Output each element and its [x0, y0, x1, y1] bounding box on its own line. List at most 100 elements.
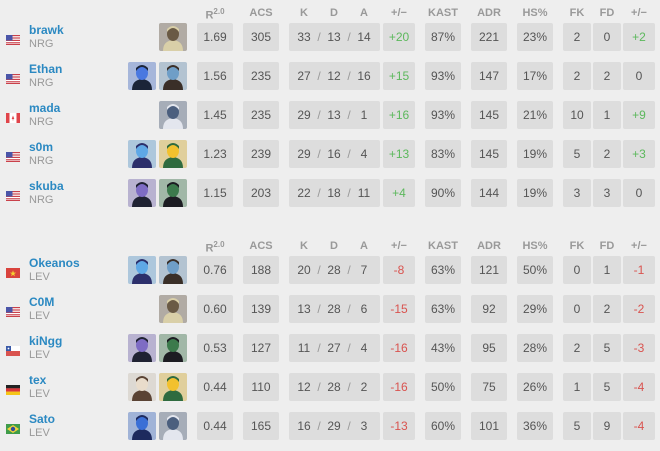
agent-jett-icon: [159, 101, 187, 129]
stat-kast: 83%: [425, 140, 461, 168]
header-hs[interactable]: HS%: [522, 240, 548, 252]
header-k[interactable]: K: [300, 7, 308, 19]
stat-k: 33: [297, 30, 311, 44]
stat-a: 4: [360, 147, 368, 161]
header-adr[interactable]: ADR: [477, 240, 501, 252]
slash: /: [317, 419, 321, 433]
stat-adr: 145: [471, 140, 507, 168]
stat-adr: 145: [471, 101, 507, 129]
stat-a: 4: [360, 341, 368, 355]
header-k[interactable]: K: [300, 240, 308, 252]
stat-fd: 5: [593, 373, 621, 401]
player-team: LEV: [29, 388, 50, 400]
player-team: NRG: [29, 155, 54, 167]
header-adr[interactable]: ADR: [477, 7, 501, 19]
player-name-link[interactable]: s0m: [29, 140, 54, 154]
player-team: LEV: [29, 271, 50, 283]
player-name-link[interactable]: Okeanos: [29, 256, 80, 270]
header-rating[interactable]: R2.0: [205, 240, 225, 255]
agent-iso-icon: [128, 334, 156, 362]
team-stats-table: R2.0 ACS K D A +/− KAST ADR HS% FK FD +/…: [0, 7, 660, 218]
stat-fkfd: +9: [623, 101, 655, 129]
slash: /: [317, 302, 321, 316]
stat-acs: 165: [243, 412, 279, 440]
flag-us-icon: [6, 71, 20, 84]
stat-acs: 203: [243, 179, 279, 207]
header-a[interactable]: A: [360, 7, 368, 19]
header-kast[interactable]: KAST: [428, 240, 458, 252]
stat-adr: 121: [471, 256, 507, 284]
player-name-link[interactable]: skuba: [29, 179, 64, 193]
header-rating[interactable]: R2.0: [205, 7, 225, 22]
player-row: Ethan NRG 1.56 235 +15 93% 147 17% 2 2 0 27 / 12…: [0, 62, 660, 101]
flag-ca-icon: [6, 110, 20, 123]
agent-harbor-icon: [159, 62, 187, 90]
header-kd-diff[interactable]: +/−: [391, 7, 407, 19]
header-kd-diff[interactable]: +/−: [391, 240, 407, 252]
stat-k: 20: [297, 263, 311, 277]
header-acs[interactable]: ACS: [249, 7, 273, 19]
agent-killjoy-icon: [159, 373, 187, 401]
stat-hs: 28%: [517, 334, 553, 362]
player-name-link[interactable]: kiNgg: [29, 334, 63, 348]
player-name-link[interactable]: C0M: [29, 295, 55, 309]
stat-d: 28: [327, 380, 341, 394]
player-name-link[interactable]: Ethan: [29, 62, 63, 76]
player-name-link[interactable]: tex: [29, 373, 47, 387]
header-fkfd-diff[interactable]: +/−: [631, 240, 647, 252]
stat-fd: 1: [593, 101, 621, 129]
stat-adr: 95: [471, 334, 507, 362]
stat-kda: 20 / 28 / 7: [289, 256, 380, 284]
stat-a: 1: [360, 108, 368, 122]
header-fd[interactable]: FD: [599, 240, 615, 252]
player-team: NRG: [29, 38, 54, 50]
stat-fkfd: -1: [623, 256, 655, 284]
header-fkfd-diff[interactable]: +/−: [631, 7, 647, 19]
player-name-link[interactable]: brawk: [29, 23, 64, 37]
header-kast[interactable]: KAST: [428, 7, 458, 19]
stat-k: 16: [297, 419, 311, 433]
stat-hs: 19%: [517, 179, 553, 207]
stat-k: 29: [297, 108, 311, 122]
header-hs[interactable]: HS%: [522, 7, 548, 19]
table-header: R2.0 ACS K D A +/− KAST ADR HS% FK FD +/…: [0, 7, 660, 23]
player-name-link[interactable]: mada: [29, 101, 61, 115]
stat-hs: 29%: [517, 295, 553, 323]
slash: /: [317, 108, 321, 122]
stat-rating: 0.44: [197, 373, 233, 401]
stat-a: 16: [357, 69, 371, 83]
stat-adr: 92: [471, 295, 507, 323]
stat-kast: 50%: [425, 373, 461, 401]
player-team: LEV: [29, 310, 50, 322]
stat-kda: 29 / 16 / 4: [289, 140, 380, 168]
stat-a: 11: [357, 186, 371, 200]
stat-k: 13: [297, 302, 311, 316]
stat-fk: 0: [563, 295, 591, 323]
stat-kda: 13 / 28 / 6: [289, 295, 380, 323]
header-d[interactable]: D: [330, 7, 338, 19]
flag-us-icon: [6, 304, 20, 317]
header-fd[interactable]: FD: [599, 7, 615, 19]
header-fk[interactable]: FK: [569, 240, 585, 252]
stat-a: 7: [360, 263, 368, 277]
header-d[interactable]: D: [330, 240, 338, 252]
agent-kayo-icon: [128, 62, 156, 90]
stat-diff: -16: [383, 373, 415, 401]
stat-acs: 235: [243, 62, 279, 90]
header-fk[interactable]: FK: [569, 7, 585, 19]
agent-yoru-icon: [128, 412, 156, 440]
team-stats-table: R2.0 ACS K D A +/− KAST ADR HS% FK FD +/…: [0, 240, 660, 451]
stat-d: 13: [327, 30, 341, 44]
stat-diff: -16: [383, 334, 415, 362]
stat-d: 28: [327, 302, 341, 316]
header-a[interactable]: A: [360, 240, 368, 252]
player-name-link[interactable]: Sato: [29, 412, 56, 426]
stat-kast: 93%: [425, 101, 461, 129]
header-acs[interactable]: ACS: [249, 240, 273, 252]
stat-kda: 27 / 12 / 16: [289, 62, 380, 90]
player-row: s0m NRG 1.23 239 +13 83% 145 19% 5 2 +3 29 / 16 …: [0, 140, 660, 179]
agent-killjoy-icon: [159, 140, 187, 168]
stat-kda: 22 / 18 / 11: [289, 179, 380, 207]
stat-d: 13: [327, 108, 341, 122]
player-row: Sato LEV 0.44 165 -13 60% 101 36% 5 9 -4 16 / 29…: [0, 412, 660, 451]
